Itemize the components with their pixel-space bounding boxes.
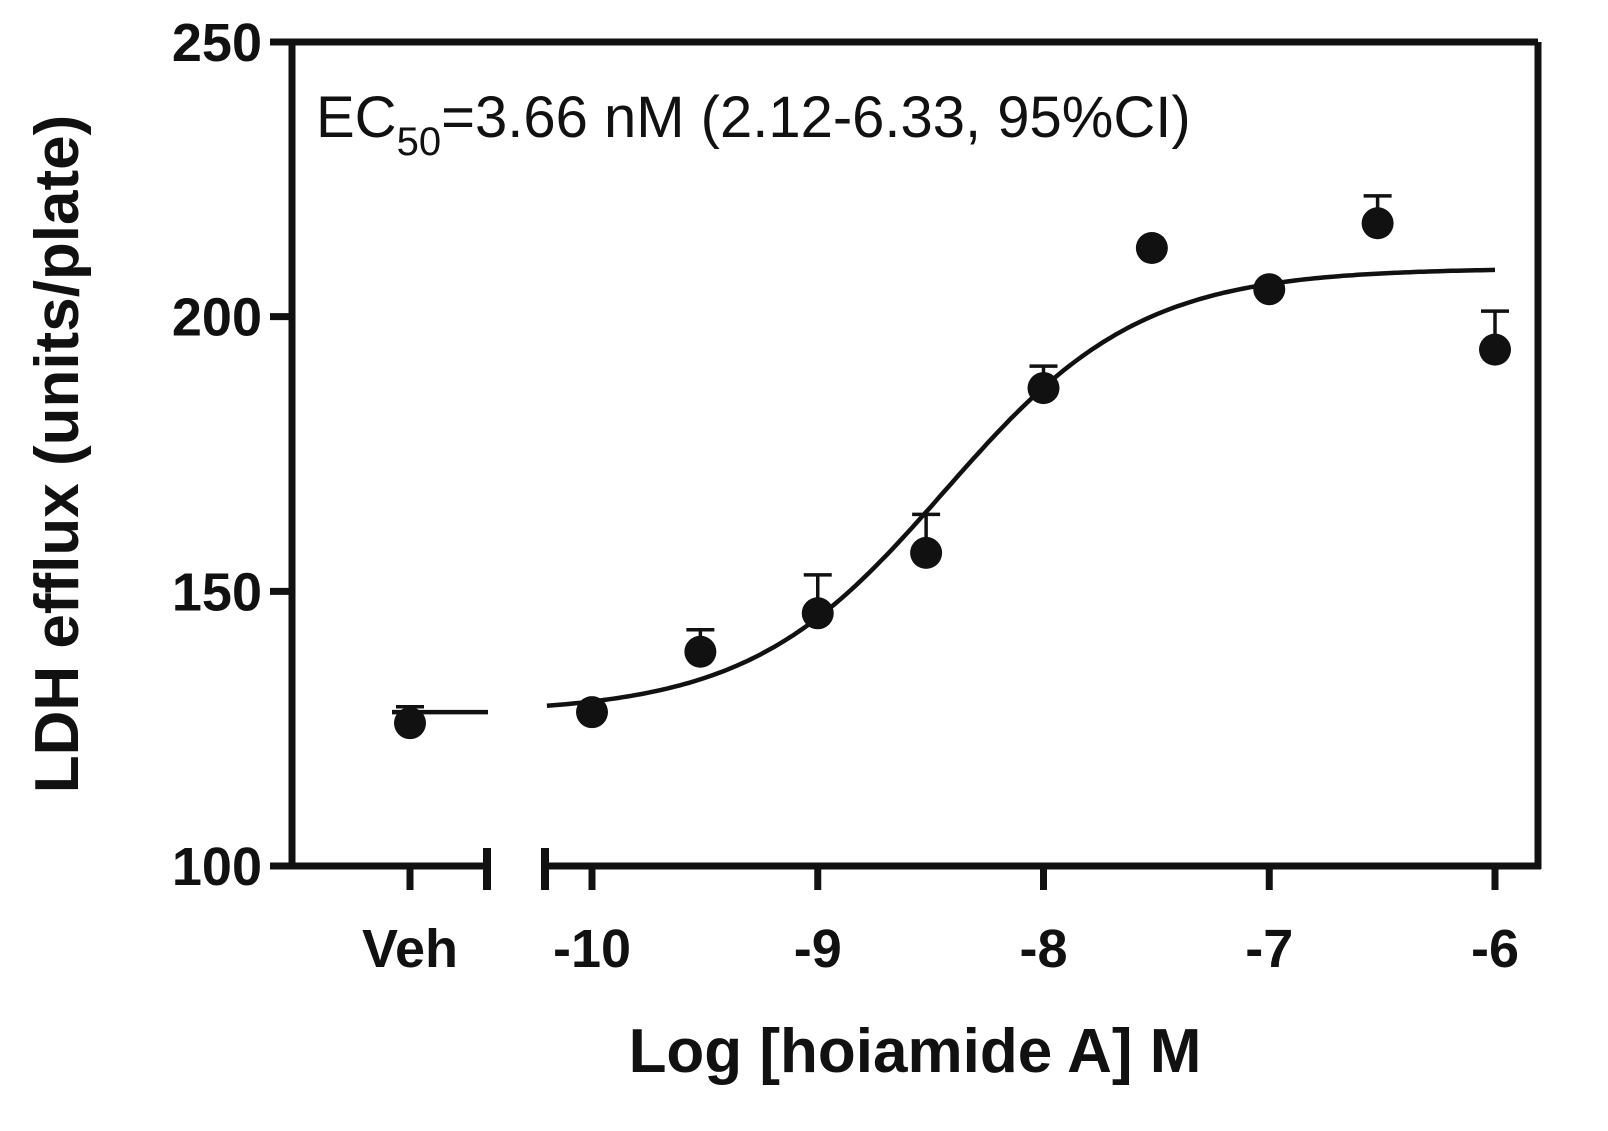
data-point-2 — [684, 635, 717, 668]
x-tick-label--6: -6 — [1471, 919, 1519, 979]
fit-layer — [392, 267, 1496, 715]
x-tick-label--9: -9 — [794, 919, 842, 979]
x-tick-label--8: -8 — [1019, 919, 1067, 979]
data-point-3 — [801, 597, 834, 630]
ec50-prefix: EC — [316, 85, 397, 150]
y-tick-label-250: 250 — [172, 13, 262, 73]
ec50-subscript: 50 — [397, 120, 442, 164]
x-tick-label-vehicle: Veh — [362, 919, 458, 979]
axes-layer — [270, 38, 1542, 890]
data-point-4 — [910, 536, 943, 569]
ec50-suffix: =3.66 nM (2.12-6.33, 95%CI) — [441, 85, 1191, 150]
data-point-6 — [1135, 232, 1168, 264]
y-tick-label-200: 200 — [172, 288, 262, 348]
ec50-annotation: EC50=3.66 nM (2.12-6.33, 95%CI) — [316, 85, 1191, 164]
y-axis-title: LDH efflux (units/plate) — [23, 115, 92, 794]
data-point-5 — [1027, 372, 1060, 405]
fit-curve — [546, 267, 1496, 708]
data-point-7 — [1253, 273, 1286, 306]
data-point-1 — [576, 696, 608, 729]
x-tick-label--10: -10 — [553, 919, 631, 979]
data-point-9 — [1479, 333, 1511, 366]
labels-layer: 100 150 200 250 -10 -9 -8 -7 -6 Veh — [172, 13, 1519, 979]
x-tick-label--7: -7 — [1245, 919, 1293, 979]
data-point-vehicle — [394, 707, 426, 740]
data-point-8 — [1361, 207, 1394, 240]
x-axis-title: Log [hoiamide A] M — [629, 1017, 1202, 1086]
y-tick-label-100: 100 — [172, 837, 262, 897]
points-layer — [394, 194, 1511, 740]
y-tick-label-150: 150 — [172, 562, 262, 622]
